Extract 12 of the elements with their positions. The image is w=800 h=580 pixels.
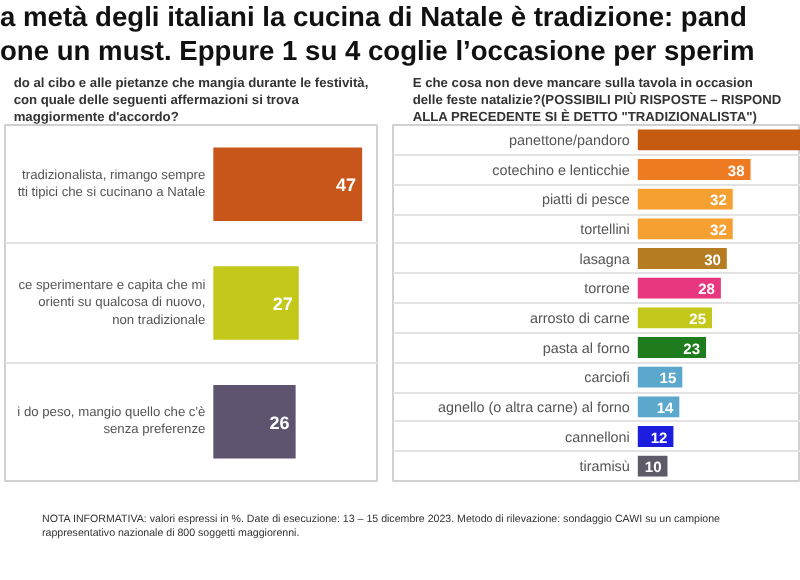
bar xyxy=(637,307,712,329)
data-label: 27 xyxy=(272,294,293,314)
bar xyxy=(637,218,733,240)
bar xyxy=(637,159,751,180)
bar xyxy=(637,248,727,269)
data-label: 26 xyxy=(269,412,290,433)
bar xyxy=(637,129,800,151)
bar xyxy=(637,188,733,210)
bar xyxy=(637,277,721,299)
bar xyxy=(637,337,707,358)
data-label: 47 xyxy=(336,175,357,196)
chart-title: a metà degli italiani la cucina di Natale è tradizione: pand one un must. Eppure 1 su 4 coglie l’occasione per sperim xyxy=(0,0,755,68)
